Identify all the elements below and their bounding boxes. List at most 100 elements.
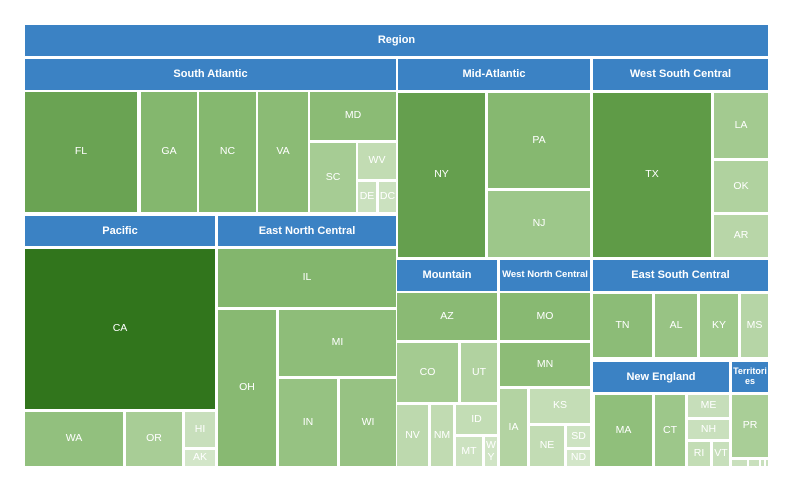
tile-tn[interactable]: TN	[593, 294, 652, 357]
tile-az[interactable]: AZ	[397, 293, 497, 340]
tile-md[interactable]: MD	[310, 92, 396, 140]
tile-wa[interactable]: WA	[25, 412, 123, 466]
tile-nc[interactable]: NC	[199, 92, 256, 212]
state-label: IL	[302, 271, 312, 284]
state-label: WY	[486, 439, 496, 463]
region-header-mid-atlantic[interactable]: Mid-Atlantic	[398, 59, 590, 90]
tile-de[interactable]: DE	[358, 182, 376, 212]
state-label: NM	[433, 428, 451, 441]
state-label: AZ	[440, 309, 454, 322]
tile-ga[interactable]: GA	[141, 92, 197, 212]
state-label: ND	[570, 451, 587, 464]
territory-box[interactable]	[732, 460, 747, 466]
tile-pr[interactable]: PR	[732, 395, 768, 457]
tile-or[interactable]: OR	[126, 412, 182, 466]
state-label: MD	[344, 109, 362, 122]
tile-ak[interactable]: AK	[185, 450, 215, 466]
tile-ks[interactable]: KS	[530, 389, 590, 423]
tile-fl[interactable]: FL	[25, 92, 137, 212]
state-label: CT	[663, 423, 677, 436]
tile-va[interactable]: VA	[258, 92, 308, 212]
tile-nj[interactable]: NJ	[488, 191, 590, 257]
region-header-new-england[interactable]: New England	[593, 362, 729, 392]
state-label: NH	[700, 422, 717, 435]
state-label: KS	[552, 399, 567, 412]
state-label: ME	[700, 399, 717, 412]
tile-la[interactable]: LA	[714, 93, 768, 158]
tile-ok[interactable]: OK	[714, 161, 768, 212]
state-label: ID	[471, 412, 482, 425]
tile-mt[interactable]: MT	[456, 437, 482, 466]
tile-ct[interactable]: CT	[655, 395, 685, 466]
region-header-territories[interactable]: Territories	[732, 362, 768, 392]
state-label: DC	[379, 190, 396, 203]
state-label: NV	[405, 428, 420, 441]
treemap-root-header-label: Region	[377, 34, 416, 47]
state-label: MT	[461, 444, 477, 457]
region-header-south-atlantic[interactable]: South Atlantic	[25, 59, 396, 90]
state-label: WV	[368, 154, 386, 167]
state-label: WA	[65, 432, 83, 445]
territory-box[interactable]	[761, 460, 764, 466]
state-label: DE	[359, 190, 375, 203]
tile-tx[interactable]: TX	[593, 93, 711, 257]
state-label: UT	[472, 365, 486, 378]
tile-co[interactable]: CO	[397, 343, 458, 402]
region-header-west-south-central[interactable]: West South Central	[593, 59, 768, 90]
tile-il[interactable]: IL	[218, 249, 396, 307]
territory-box[interactable]	[749, 460, 759, 466]
region-header-label: New England	[626, 370, 696, 383]
tile-ne[interactable]: NE	[530, 426, 564, 466]
state-label: AR	[733, 229, 749, 242]
tile-pa[interactable]: PA	[488, 93, 590, 188]
territory-box[interactable]	[766, 460, 768, 466]
tile-ca[interactable]: CA	[25, 249, 215, 409]
state-label: KY	[711, 318, 726, 331]
tile-wi[interactable]: WI	[340, 379, 396, 466]
state-label: FL	[74, 145, 88, 158]
region-header-label: South Atlantic	[173, 68, 248, 81]
tile-ar[interactable]: AR	[714, 215, 768, 257]
state-label: OK	[733, 179, 749, 192]
tile-id[interactable]: ID	[456, 405, 497, 434]
tile-nd[interactable]: ND	[567, 450, 590, 466]
tile-nm[interactable]: NM	[431, 405, 453, 466]
state-label: NE	[539, 439, 555, 452]
tile-me[interactable]: ME	[688, 395, 729, 417]
tile-al[interactable]: AL	[655, 294, 697, 357]
tile-ny[interactable]: NY	[398, 93, 485, 257]
region-header-mountain[interactable]: Mountain	[397, 260, 497, 291]
tile-in[interactable]: IN	[279, 379, 337, 466]
tile-sd[interactable]: SD	[567, 426, 590, 447]
tile-nv[interactable]: NV	[397, 405, 428, 466]
tile-sc[interactable]: SC	[310, 143, 356, 212]
tile-mn[interactable]: MN	[500, 343, 590, 386]
region-header-west-north-central[interactable]: West North Central	[500, 260, 590, 291]
tile-ma[interactable]: MA	[595, 395, 652, 466]
region-header-east-south-central[interactable]: East South Central	[593, 260, 768, 291]
tile-mo[interactable]: MO	[500, 293, 590, 340]
state-label: WI	[361, 415, 375, 428]
tile-wy[interactable]: WY	[485, 437, 497, 466]
tile-nh[interactable]: NH	[688, 420, 729, 439]
tile-ut[interactable]: UT	[461, 343, 497, 402]
tile-oh[interactable]: OH	[218, 310, 276, 466]
tile-wv[interactable]: WV	[358, 143, 396, 179]
tile-ri[interactable]: RI	[688, 442, 710, 466]
state-label: LA	[734, 118, 748, 131]
state-label: CO	[419, 365, 436, 378]
state-label: TX	[645, 168, 659, 181]
tile-mi[interactable]: MI	[279, 310, 396, 376]
region-header-pacific[interactable]: Pacific	[25, 216, 215, 246]
tile-ms[interactable]: MS	[741, 294, 768, 357]
tile-dc[interactable]: DC	[379, 182, 396, 212]
tile-ky[interactable]: KY	[700, 294, 738, 357]
tile-hi[interactable]: HI	[185, 412, 215, 447]
region-header-east-north-central[interactable]: East North Central	[218, 216, 396, 246]
state-label: MA	[615, 423, 632, 436]
state-label: RI	[693, 447, 705, 460]
tile-vt[interactable]: VT	[713, 442, 729, 466]
tile-ia[interactable]: IA	[500, 389, 527, 466]
state-label: MS	[746, 318, 763, 331]
